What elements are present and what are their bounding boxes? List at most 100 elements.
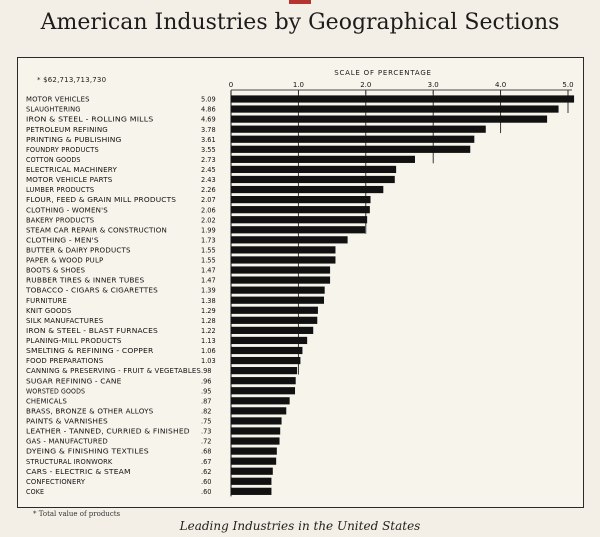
bar <box>231 367 298 375</box>
bar <box>231 115 548 123</box>
value-label: .96 <box>201 377 212 385</box>
category-label: STRUCTURAL IRONWORK <box>26 458 113 466</box>
bar <box>231 236 348 244</box>
category-label: PETROLEUM REFINING <box>26 126 108 134</box>
x-tick-label: 3.0 <box>428 81 439 89</box>
value-label: .75 <box>201 418 212 426</box>
category-label: STEAM CAR REPAIR & CONSTRUCTION <box>26 226 167 234</box>
category-label: KNIT GOODS <box>26 307 72 315</box>
value-label: .67 <box>201 458 212 466</box>
category-label: FURNITURE <box>26 297 67 305</box>
bar <box>231 95 575 103</box>
scale-title: SCALE OF PERCENTAGE <box>334 69 432 77</box>
value-label: 3.61 <box>201 136 216 144</box>
value-label: 1.47 <box>201 277 216 285</box>
bar <box>231 477 272 485</box>
bar <box>231 175 395 184</box>
bar <box>231 196 371 204</box>
category-label: BOOTS & SHOES <box>26 267 85 275</box>
value-label: 1.13 <box>201 337 216 345</box>
title-accent-mark <box>289 0 311 4</box>
category-label: BUTTER & DAIRY PRODUCTS <box>26 247 131 255</box>
value-label: .87 <box>201 397 212 405</box>
bar <box>231 145 471 153</box>
category-label: SMELTING & REFINING - COPPER <box>26 347 154 355</box>
bar <box>231 155 416 163</box>
x-tick-label: 4.0 <box>495 81 506 89</box>
category-label: WORSTED GOODS <box>26 387 85 395</box>
category-label: FOUNDRY PRODUCTS <box>26 146 99 154</box>
footnote: * Total value of products <box>33 510 121 518</box>
bar <box>231 165 397 174</box>
category-label: FOOD PREPARATIONS <box>26 357 103 365</box>
value-label: 1.22 <box>201 327 216 335</box>
category-label: CARS - ELECTRIC & STEAM <box>26 468 131 476</box>
value-label: 1.06 <box>201 347 216 355</box>
bar <box>231 356 301 365</box>
x-tick-label: 5.0 <box>562 81 573 89</box>
category-label: CONFECTIONERY <box>26 478 86 486</box>
bar <box>231 457 277 465</box>
category-label: PAPER & WOOD PULP <box>26 257 103 265</box>
value-label: 1.55 <box>201 247 216 255</box>
category-label: IRON & STEEL - BLAST FURNACES <box>26 327 158 335</box>
bar <box>231 487 272 495</box>
value-label: .72 <box>201 438 212 446</box>
category-label: CANNING & PRESERVING - FRUIT & VEGETABLE… <box>26 367 201 375</box>
value-label: .98 <box>201 367 212 375</box>
category-label: BAKERY PRODUCTS <box>26 216 94 224</box>
category-label: TOBACCO - CIGARS & CIGARETTES <box>25 287 158 295</box>
category-label: CLOTHING - MEN'S <box>26 236 99 244</box>
category-label: PRINTING & PUBLISHING <box>26 136 122 144</box>
category-label: PAINTS & VARNISHES <box>26 418 108 426</box>
value-label: .60 <box>201 488 212 496</box>
bar <box>231 336 308 345</box>
bar <box>231 256 336 264</box>
bar <box>231 316 318 324</box>
category-label: LUMBER PRODUCTS <box>26 186 94 194</box>
bar <box>231 397 290 405</box>
bar <box>231 206 370 214</box>
value-label: .82 <box>201 407 212 415</box>
category-label: CHEMICALS <box>26 397 67 405</box>
value-label: 3.78 <box>201 126 216 134</box>
category-label: IRON & STEEL - ROLLING MILLS <box>26 116 153 124</box>
value-label: 2.26 <box>201 186 216 194</box>
value-label: 3.55 <box>201 146 216 154</box>
value-label: 1.47 <box>201 267 216 275</box>
value-label: .68 <box>201 448 212 456</box>
bar <box>231 346 303 355</box>
bar <box>231 326 314 334</box>
bar <box>231 226 366 234</box>
bar <box>231 296 325 304</box>
x-tick-label: 1.0 <box>293 81 304 89</box>
category-label: DYEING & FINISHING TEXTILES <box>26 448 149 456</box>
bar <box>231 306 318 314</box>
value-label: .60 <box>201 478 212 486</box>
bar <box>231 286 325 294</box>
category-label: GAS - MANUFACTURED <box>26 438 108 446</box>
total-value-label: * $62,713,713,730 <box>37 76 107 84</box>
chart-caption: Leading Industries in the United States <box>179 519 421 533</box>
value-label: 1.03 <box>201 357 216 365</box>
category-label: COKE <box>26 488 44 496</box>
bar <box>231 276 331 284</box>
category-label: SLAUGHTERING <box>26 106 81 114</box>
value-label: 1.28 <box>201 317 216 325</box>
value-label: 2.43 <box>201 176 216 184</box>
value-label: .73 <box>201 428 212 436</box>
value-label: 2.06 <box>201 206 216 214</box>
category-label: SUGAR REFINING - CANE <box>26 377 122 385</box>
bar <box>231 135 475 143</box>
category-label: BRASS, BRONZE & OTHER ALLOYS <box>26 407 153 415</box>
category-label: FLOUR, FEED & GRAIN MILL PRODUCTS <box>26 196 176 204</box>
category-label: PLANING-MILL PRODUCTS <box>26 337 122 345</box>
value-label: 1.39 <box>201 287 216 295</box>
category-label: LEATHER - TANNED, CURRIED & FINISHED <box>26 428 190 436</box>
category-label: MOTOR VEHICLES <box>26 96 90 104</box>
x-tick-label: 2.0 <box>360 81 371 89</box>
page-title: American Industries by Geographical Sect… <box>40 10 560 35</box>
bar <box>231 427 281 435</box>
bar <box>231 437 280 445</box>
